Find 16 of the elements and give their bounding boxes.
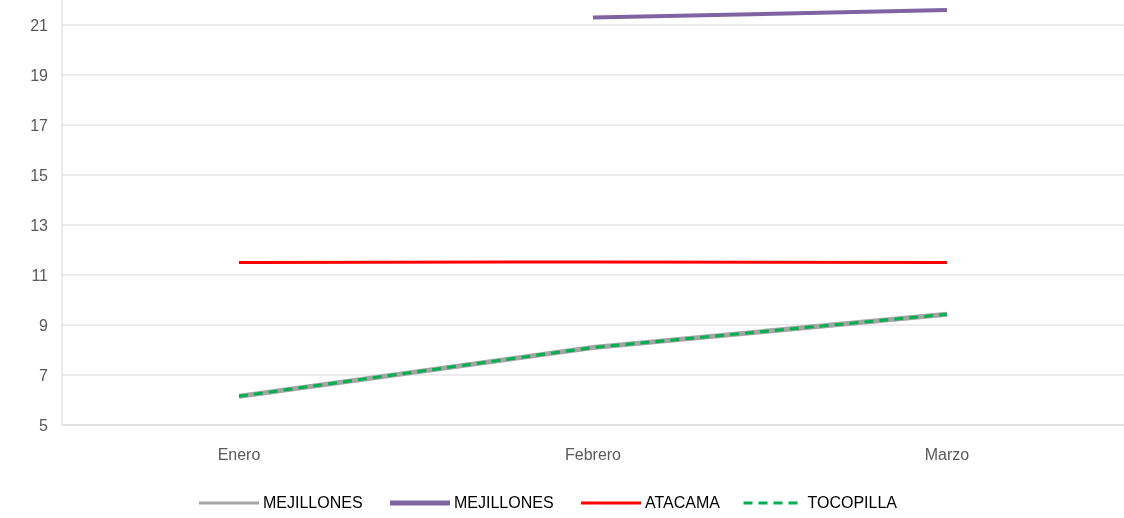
y-tick-label: 7 — [39, 366, 49, 384]
legend-label: MEJILLONES — [263, 494, 363, 511]
legend-label: ATACAMA — [645, 494, 721, 511]
x-tick-label: Enero — [217, 446, 261, 463]
y-tick-label: 21 — [30, 16, 49, 34]
y-tick-label: 11 — [31, 266, 49, 284]
legend-label: MEJILLONES — [454, 494, 554, 511]
y-tick-label: 15 — [30, 166, 49, 184]
y-tick-label: 19 — [30, 66, 49, 84]
y-tick-label: 13 — [30, 216, 49, 234]
y-tick-label: 5 — [39, 416, 49, 434]
y-tick-label: 17 — [30, 116, 49, 134]
x-tick-label: Marzo — [924, 446, 970, 463]
x-tick-label: Febrero — [564, 446, 622, 463]
y-tick-label: 9 — [39, 316, 49, 334]
legend-label: TOCOPILLA — [807, 494, 898, 511]
